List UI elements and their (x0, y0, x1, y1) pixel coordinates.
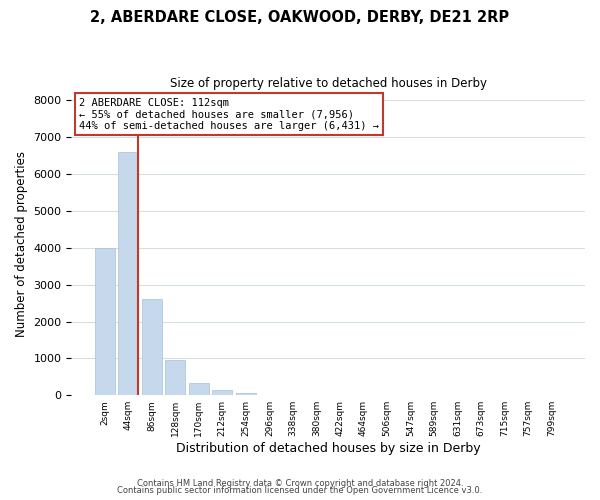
Text: Contains HM Land Registry data © Crown copyright and database right 2024.: Contains HM Land Registry data © Crown c… (137, 478, 463, 488)
Title: Size of property relative to detached houses in Derby: Size of property relative to detached ho… (170, 78, 487, 90)
Text: 2, ABERDARE CLOSE, OAKWOOD, DERBY, DE21 2RP: 2, ABERDARE CLOSE, OAKWOOD, DERBY, DE21 … (91, 10, 509, 25)
Text: 2 ABERDARE CLOSE: 112sqm
← 55% of detached houses are smaller (7,956)
44% of sem: 2 ABERDARE CLOSE: 112sqm ← 55% of detach… (79, 98, 379, 131)
Bar (166, 360, 185, 395)
Text: Contains public sector information licensed under the Open Government Licence v3: Contains public sector information licen… (118, 486, 482, 495)
Bar (142, 300, 162, 395)
Bar (118, 152, 138, 395)
Bar (212, 390, 232, 395)
Y-axis label: Number of detached properties: Number of detached properties (15, 151, 28, 337)
Bar (236, 392, 256, 395)
Bar (95, 248, 115, 395)
X-axis label: Distribution of detached houses by size in Derby: Distribution of detached houses by size … (176, 442, 481, 455)
Bar (189, 384, 209, 395)
